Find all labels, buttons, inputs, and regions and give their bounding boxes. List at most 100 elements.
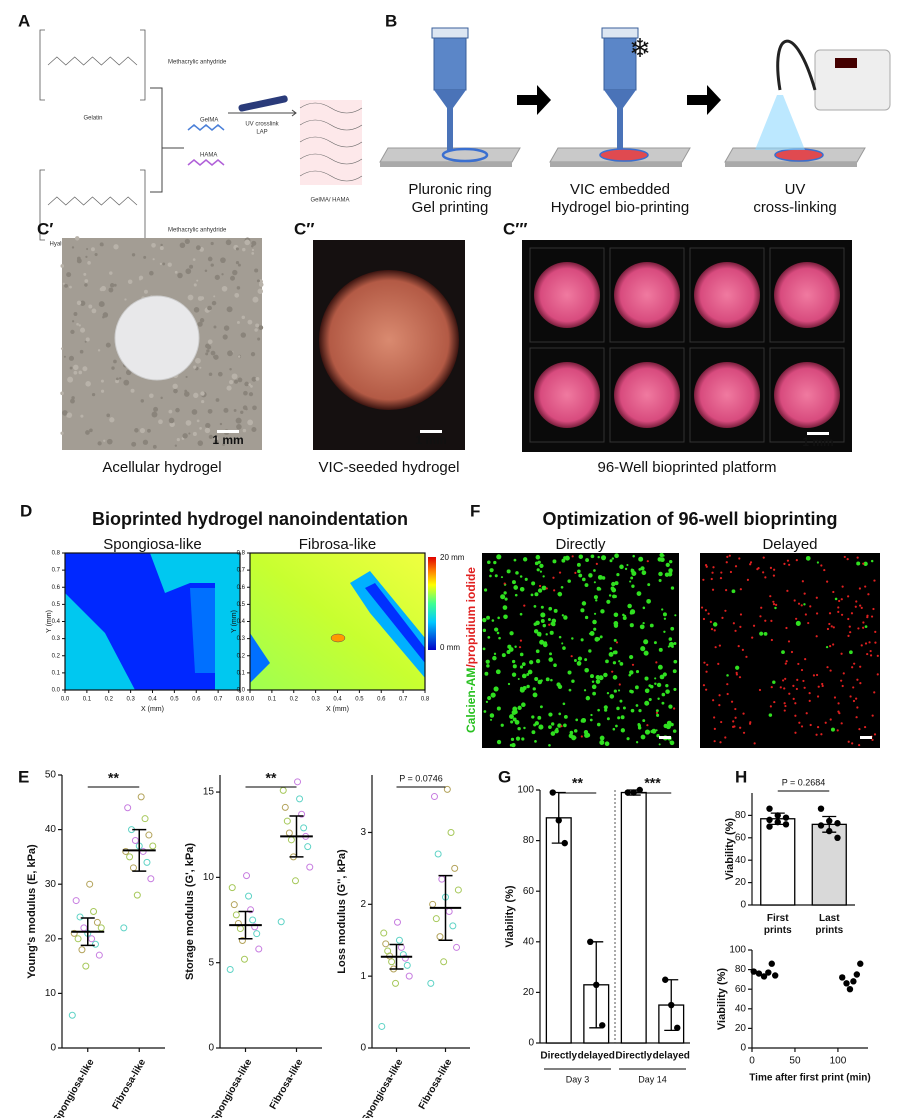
cell [863,725,867,729]
texture [200,296,205,300]
cell [848,625,851,628]
y-axis-label: Young's modulus (E, kPa) [26,844,38,979]
cell [517,705,522,711]
cell [760,606,763,609]
texture [87,261,91,265]
cell [775,603,778,606]
cell [866,614,869,617]
cell [816,695,820,698]
cell [509,714,514,719]
cell [571,679,575,683]
data-point [674,1024,681,1032]
data-point [255,945,263,953]
cell [552,559,557,564]
cell [739,613,743,616]
texture [85,430,90,435]
data-point [78,946,86,954]
cell [597,555,600,559]
hydrogel-disk [774,262,840,328]
cell [557,592,561,596]
cell [644,688,650,694]
cell [562,702,566,706]
x-tick-line: First [767,913,789,924]
cell [876,673,879,676]
texture [79,349,84,354]
cell [635,741,639,744]
cell [627,603,632,609]
cell [824,721,827,724]
data-point [857,960,864,967]
cell [834,597,838,601]
data-point [405,972,413,980]
data-point [76,913,84,921]
cell [793,599,796,602]
texture [207,408,213,414]
cell [543,641,548,645]
cell [659,674,665,680]
contour-region [330,633,346,643]
cell [746,578,750,581]
texture [91,393,96,397]
data-point [304,843,312,851]
panel-title: Bioprinted hydrogel nanoindentation [92,509,408,529]
texture [199,318,205,323]
cell [521,737,525,741]
texture [106,413,111,418]
cell [637,723,641,726]
cell [657,664,663,670]
cell [673,707,676,710]
cell [712,622,718,627]
cell [661,692,666,697]
cell [784,677,787,680]
panel-label: C′′ [294,219,314,238]
data-point [593,981,600,989]
cell [833,696,837,699]
data-point [766,805,773,812]
cell [856,561,861,566]
hydrogel [599,148,649,162]
cell [749,721,752,724]
cell [603,672,608,678]
cell [665,562,670,567]
cell [772,680,776,684]
y-tick-label: 50 [45,770,57,781]
cell [567,579,571,583]
cell [870,615,874,618]
bracket [39,169,146,241]
cell [668,559,673,564]
step-caption: VIC embedded [570,181,670,198]
cell [717,662,720,665]
cell [762,556,765,559]
texture [125,369,132,376]
texture [108,287,114,293]
data-point [70,929,78,937]
cell [539,563,544,569]
cell [655,729,658,732]
hydrogel-disk [694,362,760,428]
data-point [826,817,833,825]
x-tick-label: delayed [653,1051,690,1062]
texture [192,431,197,436]
texture [199,366,202,369]
x-tick-label: 0 [749,1056,755,1067]
data-point [750,968,757,975]
scale-bar [420,430,442,433]
data-point [766,816,773,824]
cell [826,627,830,631]
texture [158,419,163,425]
data-point [445,908,453,915]
y-tick-label: 0 [740,1043,746,1054]
cell [648,697,652,702]
texture [160,396,163,400]
cell [644,700,650,706]
gel-mesh [299,153,363,165]
x-tick-line: prints [815,925,843,936]
cell [585,732,591,738]
cell [663,630,666,633]
x-tick-label: 0.6 [192,697,201,703]
cell [642,719,646,723]
cell [769,595,772,598]
cell [657,557,663,562]
cell [802,679,805,683]
texture [189,264,194,269]
